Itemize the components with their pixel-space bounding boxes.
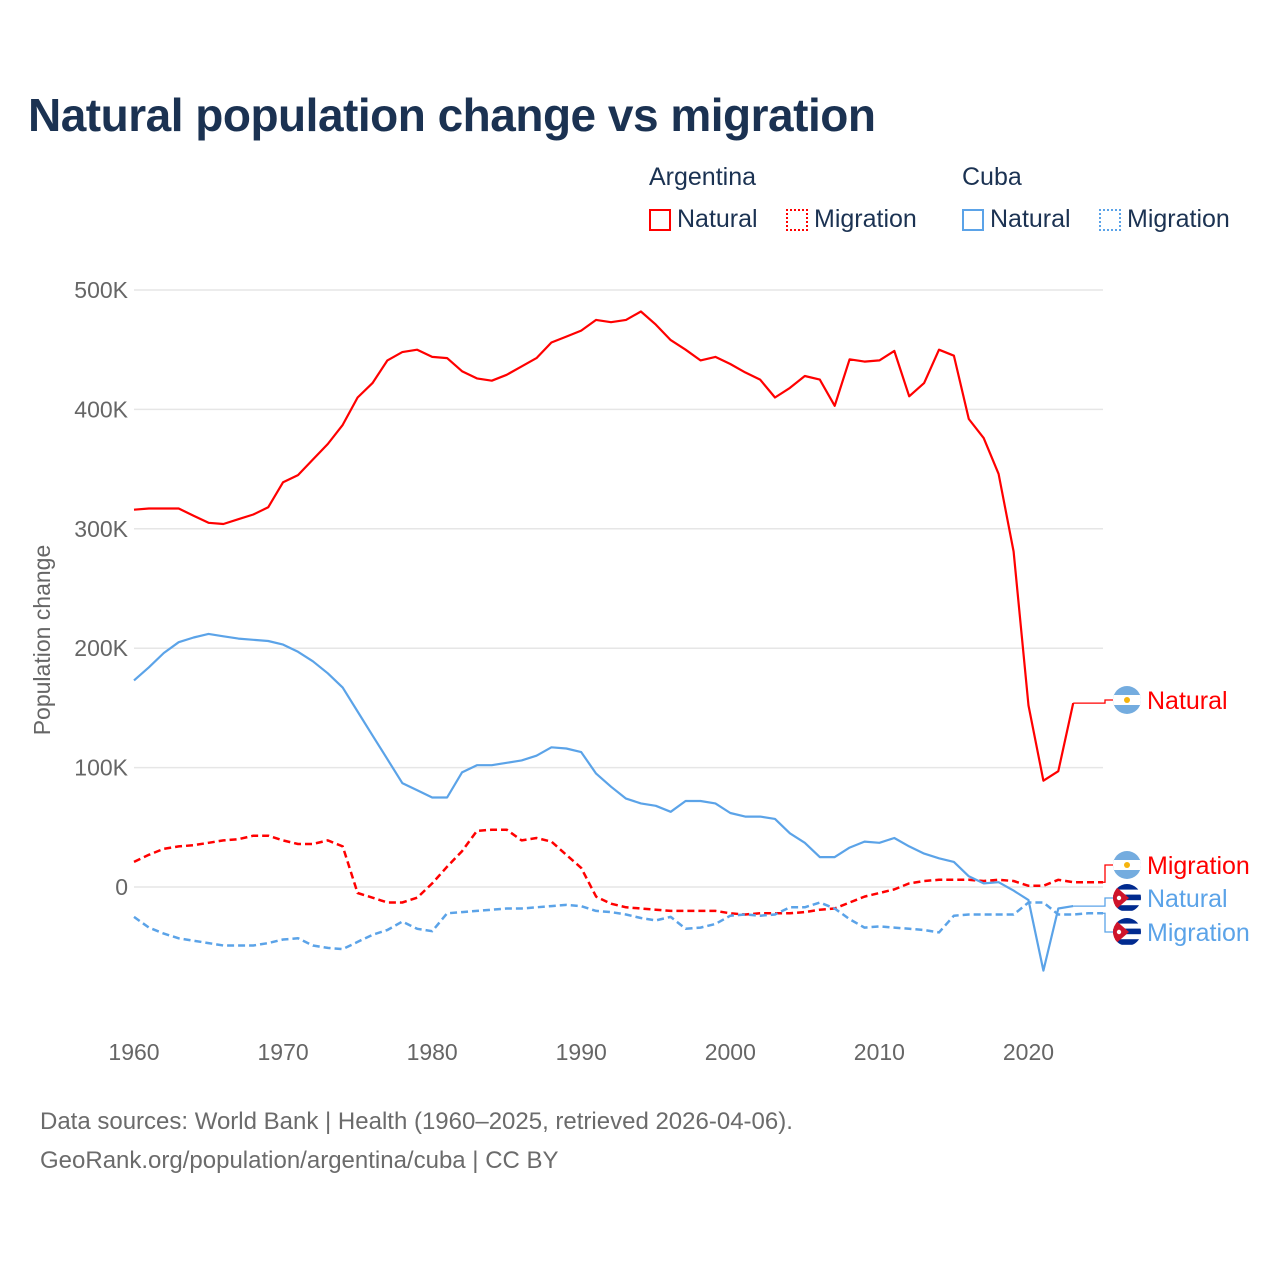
- y-tick-label: 500K: [74, 277, 128, 303]
- y-tick-label: 400K: [74, 396, 128, 422]
- dotted-swatch-icon: [1099, 208, 1121, 231]
- y-tick-label: 0: [115, 874, 128, 900]
- solid-swatch-icon: [962, 208, 984, 231]
- end-label-cuba-natural: Natural: [1147, 885, 1228, 913]
- series-line-argentina-natural: [133, 310, 1075, 782]
- y-tick-label: 200K: [74, 635, 128, 661]
- legend-label: Migration: [1127, 205, 1230, 233]
- legend-argentina-migration[interactable]: Migration: [786, 205, 917, 234]
- label-connector: [1103, 864, 1113, 883]
- footer-credit[interactable]: GeoRank.org/population/argentina/cuba | …: [40, 1147, 559, 1174]
- legend-group-argentina: Argentina: [649, 163, 757, 191]
- end-label-cuba-migration: Migration: [1147, 919, 1250, 947]
- legend-cuba-migration[interactable]: Migration: [1099, 205, 1230, 234]
- x-tick-label: 2020: [1003, 1039, 1054, 1065]
- series-line-argentina-migration: [133, 828, 1103, 916]
- series-line-cuba-natural: [133, 632, 1074, 972]
- chart-title: Natural population change vs migration: [28, 89, 876, 141]
- end-label-argentina-natural: Natural: [1147, 687, 1228, 715]
- y-tick-label: 100K: [74, 755, 128, 781]
- dotted-swatch-icon: [786, 208, 808, 231]
- footer-sources: Data sources: World Bank | Health (1960–…: [40, 1108, 793, 1135]
- legend-label: Natural: [677, 205, 758, 233]
- label-connector: [1073, 897, 1113, 907]
- legend-label: Natural: [990, 205, 1071, 233]
- legend-argentina-natural[interactable]: Natural: [649, 205, 758, 234]
- x-tick-label: 1990: [556, 1039, 607, 1065]
- y-tick-label: 300K: [74, 516, 128, 542]
- cuba-flag-icon: [1113, 884, 1141, 912]
- x-tick-label: 2010: [854, 1039, 905, 1065]
- argentina-flag-icon: [1113, 851, 1141, 879]
- legend-label: Migration: [814, 205, 917, 233]
- x-tick-label: 2000: [705, 1039, 756, 1065]
- label-connector: [1103, 912, 1113, 933]
- end-label-argentina-migration: Migration: [1147, 852, 1250, 880]
- x-tick-label: 1980: [407, 1039, 458, 1065]
- label-connector: [1073, 699, 1113, 704]
- legend-cuba-natural[interactable]: Natural: [962, 205, 1071, 234]
- legend-group-cuba: Cuba: [962, 163, 1022, 191]
- y-axis-label: Population change: [29, 545, 55, 736]
- x-tick-label: 1970: [257, 1039, 308, 1065]
- solid-swatch-icon: [649, 208, 671, 231]
- cuba-flag-icon: [1113, 918, 1141, 946]
- series-line-cuba-migration: [133, 901, 1103, 951]
- x-tick-label: 1960: [108, 1039, 159, 1065]
- argentina-flag-icon: [1113, 686, 1141, 714]
